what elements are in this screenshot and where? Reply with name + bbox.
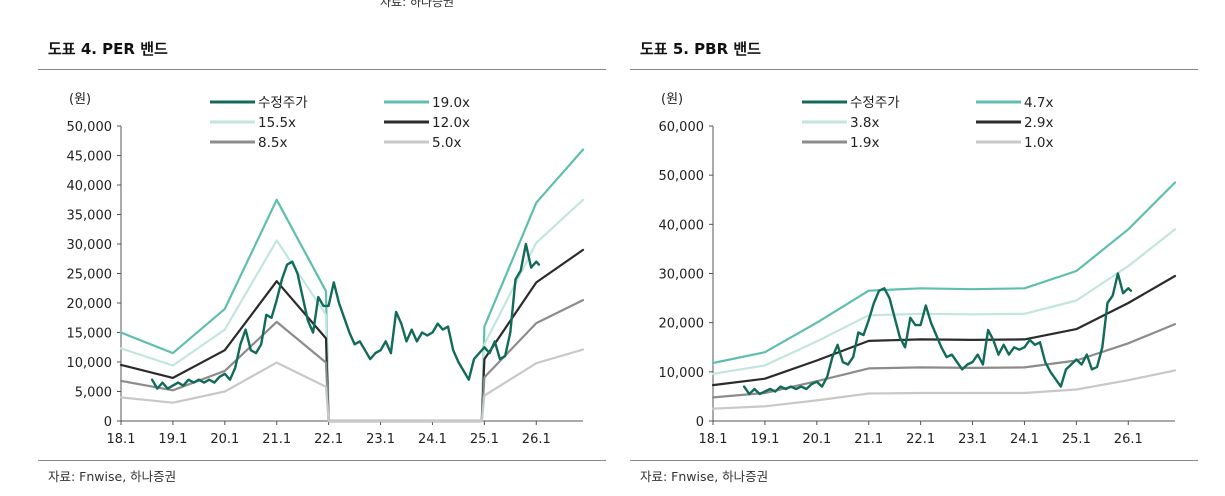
legend-label: 5.0x (432, 135, 461, 151)
x-tick-label: 25.1 (1062, 432, 1091, 447)
y-tick-label: 10,000 (67, 356, 113, 371)
x-tick-label: 24.1 (1010, 432, 1039, 447)
legend-label: 수정주가 (850, 95, 900, 111)
x-tick-label: 25.1 (470, 432, 499, 447)
x-tick-label: 19.1 (750, 432, 779, 447)
legend-label: 2.9x (1024, 115, 1053, 131)
y-tick-label: 40,000 (67, 179, 113, 194)
legend-label: 3.8x (850, 115, 879, 131)
y-tick-label: 40,000 (659, 218, 705, 233)
series-line-band-3 (119, 299, 585, 423)
y-tick-label: 5,000 (75, 386, 112, 401)
x-tick-label: 19.1 (158, 432, 187, 447)
y-tick-label: 20,000 (659, 317, 705, 332)
legend-item: 수정주가 (210, 95, 308, 111)
x-tick-label: 18.1 (107, 432, 136, 447)
y-tick-label: 10,000 (659, 366, 705, 381)
legend-label: 1.0x (1024, 135, 1053, 151)
legend-item: 4.7x (976, 95, 1053, 111)
legend-label: 4.7x (1024, 95, 1053, 111)
x-tick-label: 26.1 (522, 432, 551, 447)
series-line-band-1 (711, 228, 1177, 375)
legend-item: 수정주가 (802, 95, 900, 111)
chart-title: 도표 5. PBR 밴드 (640, 40, 761, 58)
x-tick-label: 22.1 (906, 432, 935, 447)
footer-divider (38, 460, 606, 461)
y-tick-label: 0 (696, 415, 704, 430)
legend-item: 8.5x (210, 135, 287, 151)
series-line-band-4 (119, 348, 585, 423)
x-tick-label: 20.1 (802, 432, 831, 447)
legend-item: 3.8x (802, 115, 879, 131)
legend-item: 1.0x (976, 135, 1053, 151)
series-line-band-4 (711, 369, 1177, 410)
legend-item: 1.9x (802, 135, 879, 151)
series-line-price (742, 272, 1133, 396)
title-divider (38, 69, 606, 70)
x-tick-label: 20.1 (210, 432, 239, 447)
legend-label: 수정주가 (258, 95, 308, 111)
per-band-chart: (원) 0 5,000 10,000 15,000 20,000 25,000 30,000 3… (67, 92, 585, 447)
legend-label: 8.5x (258, 135, 287, 151)
top-source-note: 자료: 하나증권 (380, 0, 455, 9)
pbr-band-chart: (원) 0 10,000 20,000 30,000 40,000 50,000 60,000… (659, 92, 1177, 447)
y-tick-label: 60,000 (659, 120, 705, 135)
x-tick-label: 26.1 (1114, 432, 1143, 447)
legend-item: 15.5x (210, 115, 296, 131)
x-tick-label: 21.1 (262, 432, 291, 447)
y-axis-label: (원) (661, 92, 683, 107)
source-note: 자료: Fnwise, 하나증권 (48, 469, 177, 484)
y-tick-label: 35,000 (67, 209, 113, 224)
footer-divider (630, 460, 1198, 461)
per-band-panel: 도표 4. PER 밴드 (원) 0 5,000 10,000 15,000 20,000… (38, 0, 606, 496)
series-line-band-2 (711, 274, 1177, 387)
x-tick-label: 18.1 (699, 432, 728, 447)
y-axis-label: (원) (69, 92, 91, 107)
chart-title: 도표 4. PER 밴드 (48, 40, 168, 58)
legend-label: 1.9x (850, 135, 879, 151)
y-tick-label: 20,000 (67, 297, 113, 312)
legend-item: 12.0x (384, 115, 470, 131)
y-tick-label: 25,000 (67, 268, 113, 283)
legend-label: 19.0x (432, 95, 470, 111)
y-tick-label: 50,000 (67, 120, 113, 135)
x-tick-label: 24.1 (418, 432, 447, 447)
y-tick-label: 50,000 (659, 169, 705, 184)
legend-item: 5.0x (384, 135, 461, 151)
x-tick-label: 22.1 (314, 432, 343, 447)
x-tick-label: 23.1 (366, 432, 395, 447)
series-line-price (150, 242, 541, 390)
series-line-band-0 (711, 181, 1177, 365)
legend-label: 12.0x (432, 115, 470, 131)
title-divider (630, 69, 1198, 70)
y-tick-label: 30,000 (67, 238, 113, 253)
legend-item: 19.0x (384, 95, 470, 111)
y-tick-label: 45,000 (67, 150, 113, 165)
y-tick-label: 15,000 (67, 327, 113, 342)
legend-label: 15.5x (258, 115, 296, 131)
pbr-band-panel: 도표 5. PBR 밴드 (원) 0 10,000 20,000 30,000 40,00… (630, 0, 1198, 496)
y-tick-label: 0 (104, 415, 112, 430)
x-tick-label: 23.1 (958, 432, 987, 447)
source-note: 자료: Fnwise, 하나증권 (640, 469, 769, 484)
x-tick-label: 21.1 (854, 432, 883, 447)
legend-item: 2.9x (976, 115, 1053, 131)
y-tick-label: 30,000 (659, 268, 705, 283)
series-line-band-1 (119, 198, 585, 423)
